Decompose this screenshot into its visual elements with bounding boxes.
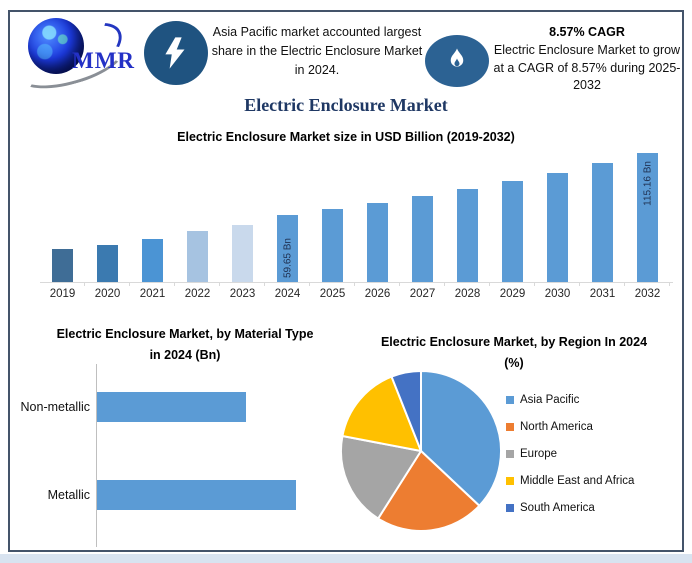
legend-item: Europe	[506, 440, 634, 467]
region-chart-title: Electric Enclosure Market, by Region In …	[380, 335, 648, 371]
pie-slice-0	[420, 370, 502, 507]
bar-2032: 115.16 Bn	[637, 153, 658, 282]
bar-column	[400, 196, 445, 282]
page-title: Electric Enclosure Market	[244, 95, 448, 115]
bar-column	[310, 209, 355, 282]
bar-column	[535, 173, 580, 282]
material-rows: Non-metallic Metallic	[10, 372, 310, 510]
bar-column	[40, 249, 85, 282]
bar-column	[220, 225, 265, 282]
legend-label: Asia Pacific	[520, 393, 580, 406]
flame-badge	[425, 35, 489, 87]
region-pie	[340, 370, 502, 532]
x-axis-label: 2022	[175, 282, 220, 300]
bar-column	[580, 163, 625, 282]
globe-icon	[28, 18, 84, 74]
legend-item: Asia Pacific	[506, 386, 634, 413]
material-row: Non-metallic	[10, 392, 310, 422]
bar-data-label: 59.65 Bn	[282, 237, 293, 278]
material-bar-1	[97, 480, 296, 510]
legend-swatch-icon	[506, 476, 514, 485]
material-y-axis-line	[96, 364, 97, 547]
pie-slice-3	[341, 375, 422, 452]
cagr-block: 8.57% CAGR Electric Enclosure Market to …	[488, 25, 686, 95]
bar-column: 115.16 Bn	[625, 153, 670, 282]
legend-label: South America	[520, 501, 595, 514]
legend-item: Middle East and Africa	[506, 467, 634, 494]
bar-2024: 59.65 Bn	[277, 215, 298, 282]
x-axis-label: 2023	[220, 282, 265, 300]
x-axis-label: 2020	[85, 282, 130, 300]
bar-column: 59.65 Bn	[265, 215, 310, 282]
cagr-description: Electric Enclosure Market to grow at a C…	[493, 43, 681, 92]
annual-chart-title: Electric Enclosure Market size in USD Bi…	[177, 130, 515, 144]
bar-2025	[322, 209, 343, 282]
x-axis-label: 2032	[625, 282, 670, 300]
bottom-margin-strip	[0, 554, 692, 563]
legend-swatch-icon	[506, 503, 514, 512]
infographic-canvas: MMR Asia Pacific market accounted larges…	[8, 10, 684, 552]
bar-2029	[502, 181, 523, 282]
x-axis-label: 2026	[355, 282, 400, 300]
bar-column	[85, 245, 130, 282]
bar-2026	[367, 203, 388, 282]
x-axis-label: 2025	[310, 282, 355, 300]
x-axis-line	[40, 282, 673, 283]
pie-legend: Asia Pacific North America Europe Middle Ea…	[506, 386, 634, 521]
x-axis-label: 2027	[400, 282, 445, 300]
pie-slice-4	[390, 370, 422, 452]
annual-bar-plot: 59.65 Bn 115.16 Bn	[40, 150, 670, 282]
bar-2028	[457, 189, 478, 282]
header-highlight-text: Asia Pacific market accounted largest sh…	[211, 25, 423, 77]
legend-label: Middle East and Africa	[520, 474, 635, 487]
legend-item: South America	[506, 494, 634, 521]
material-chart-title: Electric Enclosure Market, by Material T…	[56, 327, 314, 363]
bar-2019	[52, 249, 73, 282]
legend-label: North America	[520, 420, 593, 433]
bar-column	[445, 189, 490, 282]
flame-icon	[450, 48, 464, 67]
pie-slice-1	[377, 450, 481, 532]
x-axis-label: 2019	[40, 282, 85, 300]
bar-2030	[547, 173, 568, 282]
bar-column	[355, 203, 400, 282]
bar-2021	[142, 239, 163, 282]
bar-2020	[97, 245, 118, 282]
material-label: Metallic	[47, 488, 90, 502]
bar-column	[175, 231, 220, 282]
x-axis-label: 2024	[265, 282, 310, 300]
bar-2023	[232, 225, 253, 282]
bar-column	[130, 239, 175, 282]
bar-2027	[412, 196, 433, 282]
bar-data-label: 115.16 Bn	[642, 161, 653, 206]
lightning-icon	[165, 37, 185, 69]
cagr-heading: 8.57% CAGR	[549, 25, 625, 39]
material-row: Metallic	[10, 480, 310, 510]
x-axis-label: 2029	[490, 282, 535, 300]
bar-2022	[187, 231, 208, 282]
pie-slice-2	[340, 435, 422, 520]
x-axis-label: 2028	[445, 282, 490, 300]
legend-swatch-icon	[506, 395, 514, 404]
bar-column	[490, 181, 535, 282]
x-axis-label: 2021	[130, 282, 175, 300]
legend-swatch-icon	[506, 449, 514, 458]
x-axis-label: 2030	[535, 282, 580, 300]
bar-2031	[592, 163, 613, 282]
material-label: Non-metallic	[20, 400, 90, 414]
logo-wordmark: MMR	[72, 48, 136, 73]
lightning-badge	[144, 21, 208, 85]
legend-label: Europe	[520, 447, 558, 460]
x-axis-label: 2031	[580, 282, 625, 300]
material-bar-0	[97, 392, 246, 422]
legend-swatch-icon	[506, 422, 514, 431]
annual-x-labels: 2019 2020 2021 2022 2023 2024 2025 2026 2027 2028…	[40, 282, 670, 300]
legend-item: North America	[506, 413, 634, 440]
